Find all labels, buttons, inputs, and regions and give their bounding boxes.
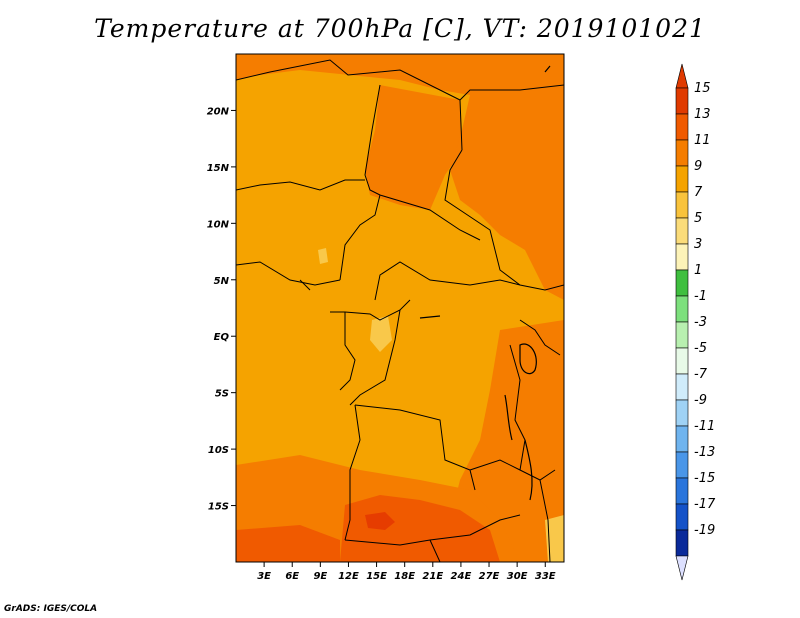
colorbar-label: -7 (694, 367, 708, 382)
colorbar-label: 1 (694, 263, 702, 278)
colorbar-label: 7 (694, 185, 703, 200)
colorbar-segment (675, 139, 689, 167)
lon-tick-label: 30E (507, 571, 528, 582)
colorbar-label: 5 (694, 211, 702, 226)
lon-tick-label: 21E (422, 571, 443, 582)
map-plot-area (236, 54, 564, 562)
colorbar-segment (675, 425, 689, 453)
colorbar-segment (675, 243, 689, 271)
lon-tick-label: 15E (366, 571, 387, 582)
colorbar-label: 9 (694, 159, 702, 174)
lat-tick-label: 10N (207, 219, 230, 230)
lon-tick-label: 6E (285, 571, 299, 582)
map-frame (235, 53, 565, 563)
lat-tick-label: 15S (208, 502, 229, 513)
colorbar-segment (675, 321, 689, 349)
colorbar-segment (675, 87, 689, 115)
lat-tick-label: EQ (214, 332, 230, 343)
colorbar-label: 15 (694, 81, 711, 96)
temp-zone-light-north (318, 248, 328, 264)
colorbar-segment (675, 399, 689, 427)
colorbar-label: -19 (694, 523, 715, 538)
lakes (419, 65, 551, 501)
lon-tick-label: 27E (479, 571, 500, 582)
lon-tick-label: 24E (451, 571, 472, 582)
colorbar-label: -3 (694, 315, 707, 330)
colorbar-label: -11 (694, 419, 715, 434)
temp-zone-light-congo (370, 316, 392, 352)
colorbar-label: 3 (694, 237, 702, 252)
colorbar-segment (675, 373, 689, 401)
latitude-axis: 20N 15N 10N 5N EQ 5S 10S 15S (207, 106, 236, 513)
colorbar-segment (675, 113, 689, 141)
colorbar-label: -5 (694, 341, 707, 356)
chart-title: Temperature at 700hPa [C], VT: 201910102… (94, 14, 706, 43)
colorbar-label: 11 (694, 133, 711, 148)
lon-tick-label: 33E (535, 571, 556, 582)
longitude-axis: 3E 6E 9E 12E 15E 18E 21E 24E 27E 30E 33E (257, 562, 556, 582)
temp-zone-hottest (365, 512, 395, 530)
lon-tick-label: 18E (394, 571, 415, 582)
colorbar-segment (675, 165, 689, 193)
lon-tick-label: 12E (338, 571, 359, 582)
colorbar-segment (675, 191, 689, 219)
colorbar-segment (675, 503, 689, 531)
lon-tick-label: 3E (257, 571, 271, 582)
temp-zone-south-hot (340, 495, 500, 562)
colorbar-label: -9 (694, 393, 707, 408)
colorbar-segment (675, 477, 689, 505)
colorbar-segment (675, 451, 689, 479)
colorbar-segment (675, 269, 689, 297)
colorbar-label: -15 (694, 471, 715, 486)
temp-zone-southwest-hot (236, 525, 340, 562)
colorbar-label: -13 (694, 445, 715, 460)
colorbar-label: -17 (694, 497, 716, 512)
colorbar-bottom-triangle (675, 555, 689, 581)
colorbar-segment (675, 347, 689, 375)
lat-tick-label: 10S (208, 445, 229, 456)
country-borders (236, 59, 564, 562)
colorbar-top-triangle (675, 63, 689, 89)
lon-tick-label: 9E (313, 571, 327, 582)
lat-tick-label: 20N (207, 106, 230, 117)
colorbar-segment (675, 529, 689, 557)
colorbar-segment (675, 217, 689, 245)
lat-tick-label: 5S (215, 389, 229, 400)
lat-tick-label: 5N (214, 276, 230, 287)
temp-zone-sahara-north (236, 54, 564, 120)
temp-zone-chad (365, 85, 462, 210)
temp-zone-sudan (450, 95, 564, 300)
grads-credit: GrADS: IGES/COLA (4, 604, 98, 614)
colorbar: 15 13 11 9 7 5 3 1 -1 -3 -5 -7 -9 -11 -13 -15 -17 -19 (675, 63, 716, 581)
colorbar-segment (675, 295, 689, 323)
lat-tick-label: 15N (207, 163, 230, 174)
colorbar-label: 13 (694, 107, 711, 122)
colorbar-label: -1 (694, 289, 707, 304)
